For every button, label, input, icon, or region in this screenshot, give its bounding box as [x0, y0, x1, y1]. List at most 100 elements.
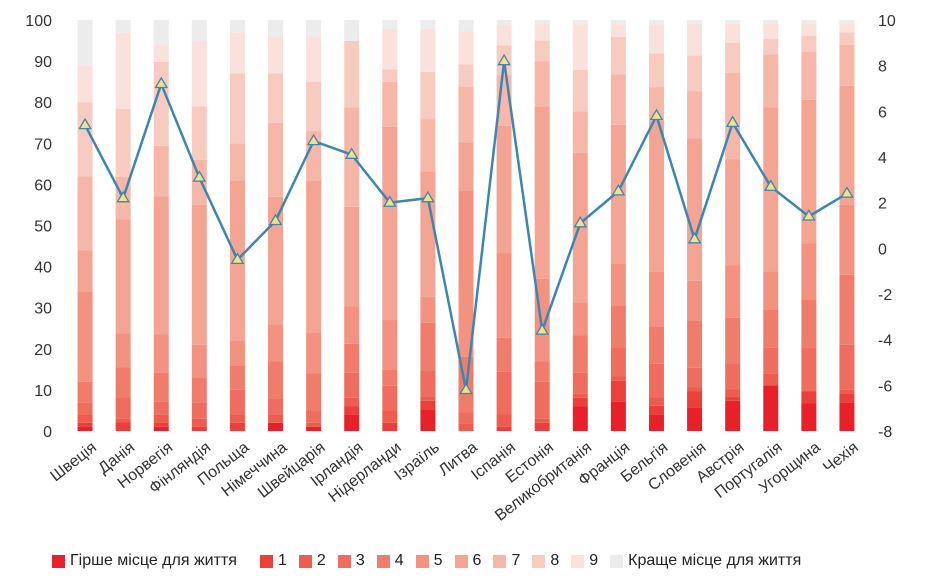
bar-segment — [648, 363, 664, 398]
bar-segment — [610, 401, 626, 431]
legend-item: 1 — [260, 552, 287, 570]
legend-swatch — [610, 554, 624, 568]
left-axis: 0 10 20 30 40 50 60 70 80 90 100 — [25, 13, 52, 441]
legend-swatch — [532, 554, 546, 568]
bar-segment — [268, 361, 284, 399]
left-tick-label: 0 — [43, 424, 52, 441]
bar-segment — [458, 31, 474, 65]
bar-segment — [153, 422, 169, 427]
bar-segment — [801, 35, 817, 52]
bars-layer — [77, 20, 855, 431]
bar-segment — [382, 20, 398, 29]
bar-segment — [725, 363, 741, 390]
legend: Гірше місце для життя 1 2 3 4 5 6 7 8 9 Краще місц… — [52, 552, 813, 570]
bar-segment — [496, 253, 512, 338]
bar-segment — [153, 45, 169, 62]
right-tick-label: -8 — [878, 424, 892, 441]
bar-segment — [648, 414, 664, 431]
left-tick-label: 50 — [34, 219, 52, 236]
line-point — [573, 215, 588, 228]
bar-segment — [572, 111, 588, 153]
bar-segment — [610, 376, 626, 381]
right-tick-label: 6 — [878, 104, 887, 121]
bar-segment — [229, 365, 245, 390]
legend-item: 4 — [376, 552, 404, 570]
bar-segment — [420, 322, 436, 371]
bar-segment — [382, 320, 398, 370]
bar-segment — [458, 20, 474, 32]
bar-segment — [115, 32, 131, 109]
bar-segment — [458, 64, 474, 87]
bar-segment — [344, 20, 360, 41]
bar-segment — [420, 171, 436, 297]
right-axis: -8 -6 -4 -2 0 2 4 6 8 10 — [878, 13, 896, 441]
left-tick-label: 40 — [34, 260, 52, 277]
bar-segment — [496, 426, 512, 431]
bar-segment — [115, 397, 131, 419]
bar-segment — [648, 326, 664, 364]
bar-segment — [153, 145, 169, 197]
bar-segment — [229, 143, 245, 181]
line-point — [459, 382, 473, 395]
bar-segment — [687, 23, 703, 56]
legend-swatch — [337, 554, 351, 568]
bar-segment — [763, 385, 779, 431]
bar-segment — [153, 414, 169, 423]
bar-segment — [458, 142, 474, 191]
legend-swatch — [493, 554, 507, 568]
bar-segment — [763, 373, 779, 386]
bar-segment — [344, 206, 360, 307]
bar-segment — [496, 371, 512, 415]
bar-segment — [572, 397, 588, 407]
line-point — [268, 213, 283, 226]
bar-segment — [191, 40, 207, 107]
bar-segment — [610, 36, 626, 75]
line-point — [192, 170, 207, 182]
bar-segment — [344, 414, 360, 431]
bar-segment — [229, 73, 245, 144]
bar-segment — [77, 176, 93, 251]
bar-segment — [115, 219, 131, 334]
bar-segment — [496, 125, 512, 254]
legend-item: 6 — [454, 552, 481, 570]
legend-swatch — [376, 554, 390, 568]
left-tick-label: 30 — [34, 301, 52, 318]
line-point — [763, 179, 778, 191]
bar-segment — [268, 398, 284, 415]
bar-segment — [191, 20, 207, 41]
bar-segment — [344, 40, 360, 108]
bar-segment — [839, 402, 855, 431]
bar-segment — [801, 51, 817, 100]
bar-segment — [725, 159, 741, 266]
bar-segment — [306, 422, 322, 427]
legend-item: 3 — [337, 552, 365, 570]
bar-segment — [268, 196, 284, 325]
bar-segment — [801, 243, 817, 300]
bar-segment — [648, 20, 664, 25]
bar-segment — [763, 39, 779, 55]
line-point — [687, 231, 702, 244]
right-tick-label: -2 — [878, 287, 892, 304]
bar-segment — [496, 20, 512, 25]
bar-segment — [687, 320, 703, 368]
bar-segment — [839, 394, 855, 403]
bar-segment — [687, 20, 703, 24]
bar-segment — [382, 410, 398, 423]
bar-segment — [153, 20, 169, 46]
bar-segment — [687, 387, 703, 392]
x-axis: ШвеціяДаніяНорвегіяФінляндіяПольщаНімечч… — [47, 439, 861, 525]
legend-label: 7 — [511, 552, 521, 569]
line-point — [306, 133, 321, 146]
bar-segment — [382, 126, 398, 321]
bar-segment — [153, 372, 169, 402]
bar-segment — [572, 372, 588, 394]
bar-segment — [839, 24, 855, 33]
bar-segment — [268, 20, 284, 37]
bar-segment — [725, 265, 741, 318]
bar-segment — [344, 406, 360, 415]
bar-segment — [572, 24, 588, 70]
bar-segment — [648, 120, 664, 272]
bar-segment — [382, 422, 398, 431]
line-point — [497, 53, 511, 66]
